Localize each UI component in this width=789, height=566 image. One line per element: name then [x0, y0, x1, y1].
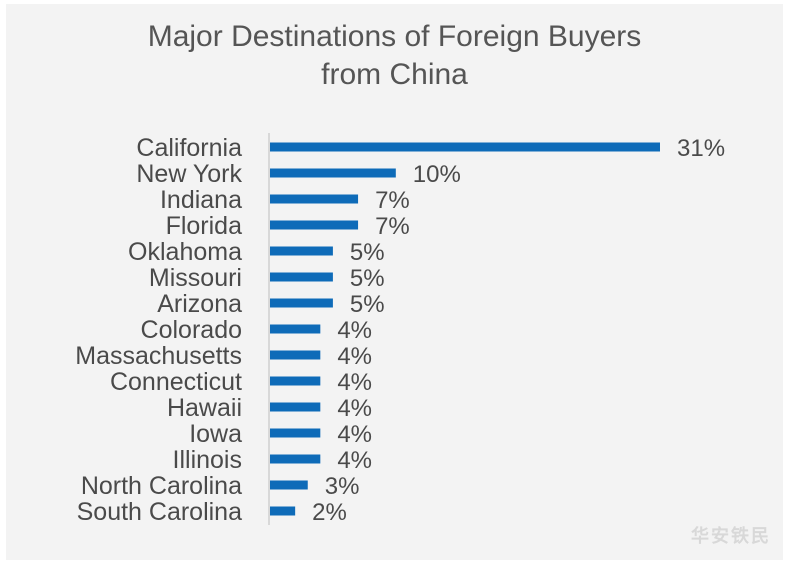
category-label: Colorado: [141, 316, 242, 344]
value-label: 5%: [350, 291, 385, 318]
value-label: 4%: [337, 421, 372, 448]
bar: [270, 194, 359, 204]
category-label: North Carolina: [81, 472, 242, 500]
category-label: Indiana: [160, 186, 242, 214]
value-label: 2%: [312, 499, 347, 526]
category-label: California: [136, 134, 242, 162]
bar: [270, 142, 660, 152]
value-label: 5%: [350, 239, 385, 266]
bar: [270, 402, 321, 412]
value-label: 5%: [350, 265, 385, 292]
bar: [270, 376, 321, 386]
category-label: Massachusetts: [75, 342, 242, 370]
value-label: 4%: [337, 369, 372, 396]
chart-panel: Major Destinations of Foreign Buyers fro…: [6, 4, 783, 560]
value-label: 3%: [325, 473, 360, 500]
value-label: 31%: [677, 135, 725, 162]
bar: [270, 480, 308, 490]
category-label: Florida: [166, 212, 243, 240]
chart-title-line-2: from China: [321, 58, 468, 91]
chart-title-line-1: Major Destinations of Foreign Buyers: [147, 20, 642, 53]
value-label: 7%: [375, 187, 410, 214]
category-label: Illinois: [173, 446, 242, 474]
bar: [270, 246, 333, 256]
bar: [270, 350, 321, 360]
value-label: 7%: [375, 213, 410, 240]
category-label: Arizona: [157, 290, 242, 318]
value-label: 4%: [337, 317, 372, 344]
bar: [270, 428, 321, 438]
bar: [270, 298, 333, 308]
bar: [270, 272, 333, 282]
category-label: Iowa: [189, 420, 242, 448]
bar: [270, 168, 396, 178]
value-label: 4%: [337, 343, 372, 370]
value-label: 10%: [413, 161, 461, 188]
chart-title: Major Destinations of Foreign Buyers fro…: [6, 18, 783, 94]
bar-chart: California 31% New York 10% Indiana 7% Florida…: [75, 133, 725, 526]
category-label: Connecticut: [110, 368, 242, 396]
category-label: Missouri: [149, 264, 242, 292]
bar: [270, 454, 321, 464]
value-label: 4%: [337, 447, 372, 474]
category-label: South Carolina: [77, 498, 242, 526]
category-label: Hawaii: [167, 394, 242, 422]
bar: [270, 506, 296, 516]
category-label: Oklahoma: [128, 238, 242, 266]
bar: [270, 220, 359, 230]
watermark-logo: 华安铁民: [691, 526, 771, 547]
value-label: 4%: [337, 395, 372, 422]
bar: [270, 324, 321, 334]
category-label: New York: [136, 160, 242, 188]
